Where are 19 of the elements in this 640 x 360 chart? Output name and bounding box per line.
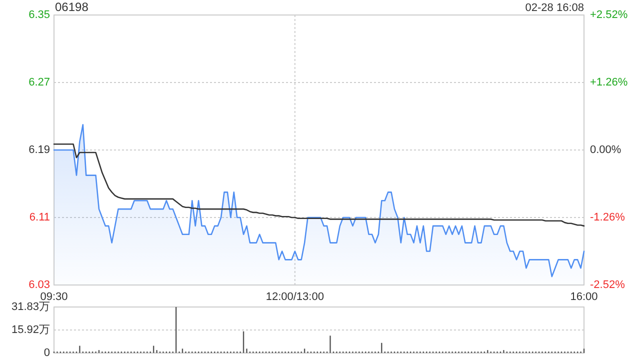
y-tick-label: 6.03 xyxy=(28,278,50,291)
y-tick-label: 6.11 xyxy=(29,211,50,224)
y-tick-label: 15.92万 xyxy=(11,324,50,336)
y2-tick-label: 0.00% xyxy=(590,144,622,156)
y-tick-label: 6.19 xyxy=(28,144,50,156)
y2-tick-label: -1.26% xyxy=(590,211,626,224)
y2-tick-label: -2.52% xyxy=(590,278,626,291)
y-tick-label: 6.35 xyxy=(28,8,50,21)
x-tick-label: 16:00 xyxy=(570,290,598,303)
x-tick-label: 12:00/13:00 xyxy=(266,290,324,303)
y-tick-label: 6.27 xyxy=(28,76,50,88)
y-tick-label: 0 xyxy=(44,346,50,359)
y2-tick-label: +1.26% xyxy=(590,76,628,88)
y-tick-label: 31.83万 xyxy=(11,300,50,313)
text: 02-28 16:08 xyxy=(525,2,584,14)
x-tick-label: 09:30 xyxy=(40,290,68,303)
line-series xyxy=(53,143,585,227)
chart-title: 06198 xyxy=(55,0,89,14)
y2-tick-label: +2.52% xyxy=(590,8,628,21)
